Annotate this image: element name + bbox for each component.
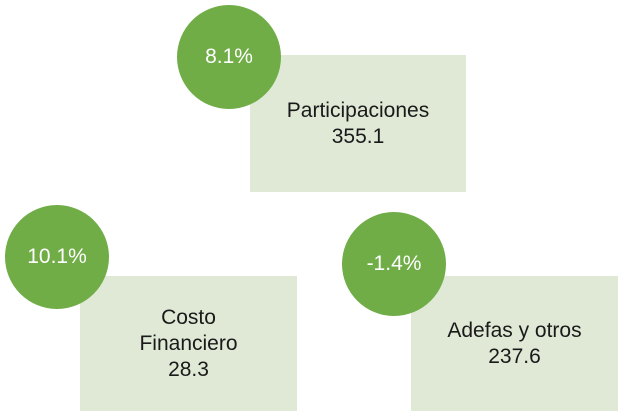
item-value: 237.6 — [488, 344, 541, 368]
item-value: 28.3 — [168, 357, 209, 381]
item-label: Participaciones — [286, 98, 430, 122]
item-box: Costo Financiero 28.3 — [80, 276, 297, 411]
item-box: Adefas y otros 237.6 — [411, 276, 618, 411]
change-badge: 8.1% — [177, 5, 281, 109]
change-text: 10.1% — [27, 245, 87, 268]
change-badge: -1.4% — [342, 212, 446, 316]
item-label: Costo Financiero — [139, 305, 238, 355]
change-text: -1.4% — [366, 252, 422, 275]
item-value: 355.1 — [331, 124, 385, 148]
item-label: Adefas y otros — [447, 318, 582, 342]
item-box: Participaciones 355.1 — [250, 55, 466, 192]
change-text: 8.1% — [205, 45, 253, 68]
change-badge: 10.1% — [5, 205, 109, 309]
